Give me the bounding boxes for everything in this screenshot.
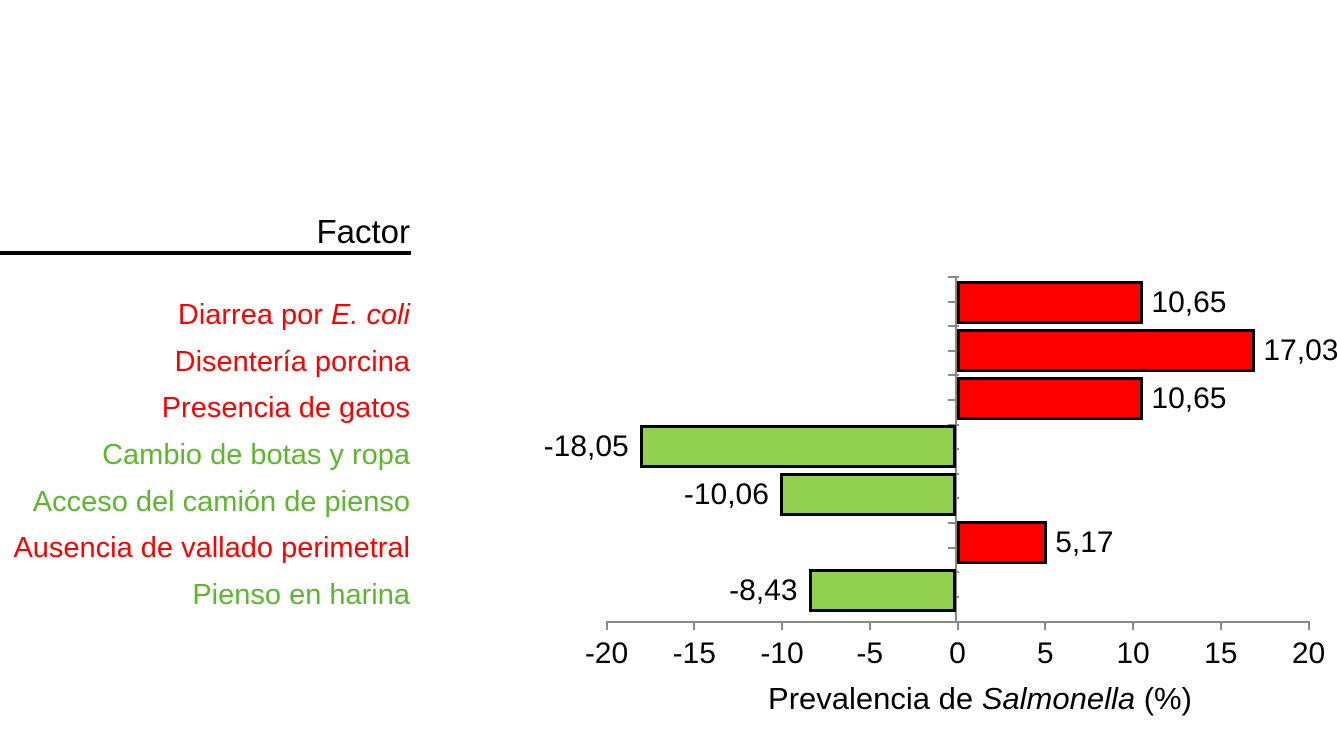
category-axis-tick	[948, 423, 959, 426]
x-axis-tick-label: -20	[584, 637, 629, 670]
bar-value-label: 10,65	[1151, 382, 1227, 415]
category-axis-tick	[948, 522, 959, 525]
category-axis-tick	[948, 399, 959, 402]
text: Diarrea por	[177, 299, 332, 331]
x-axis-tick	[1132, 620, 1134, 630]
bar	[956, 377, 1144, 420]
text: Pienso en harina	[192, 579, 410, 612]
text: Acceso del camión de pienso	[32, 485, 410, 518]
x-axis-tick	[693, 620, 696, 630]
x-axis-tick	[868, 620, 871, 630]
factor-label: Diarrea por E. coli	[0, 298, 410, 332]
factor-label: Acceso del camión de pienso	[0, 485, 410, 519]
x-axis-tick	[1219, 620, 1222, 630]
category-axis-tick	[948, 349, 959, 352]
x-axis-tick-label: -5	[856, 637, 884, 670]
bar	[956, 281, 1144, 324]
category-axis-tick	[948, 374, 959, 377]
text: Presencia de gatos	[161, 392, 410, 425]
italic-text: E. coli	[331, 299, 410, 331]
x-axis-tick	[956, 620, 959, 630]
x-axis-tick-label: -15	[672, 637, 716, 670]
x-axis-tick	[1044, 620, 1047, 630]
x-axis-title: Prevalencia de Salmonella (%)	[606, 681, 1337, 717]
text: Disentería porcina	[174, 345, 410, 378]
bar-value-label: -10,06	[683, 478, 769, 511]
italic-text: Salmonella	[981, 681, 1136, 716]
bar-value-label: 17,03	[1263, 334, 1337, 367]
x-axis-tick	[605, 620, 608, 630]
category-axis-tick	[948, 546, 959, 549]
factor-label: Ausencia de vallado perimetral	[0, 531, 410, 565]
bar	[956, 521, 1048, 564]
x-axis-tick-label: -10	[760, 637, 804, 670]
text: Ausencia de vallado perimetral	[13, 532, 410, 565]
bar-value-label: 5,17	[1055, 526, 1114, 559]
category-axis-tick	[948, 276, 959, 278]
bar	[956, 329, 1256, 372]
bar-value-label: -18,05	[543, 430, 629, 463]
bar	[808, 569, 957, 612]
x-axis-tick	[781, 620, 783, 630]
factor-label: Cambio de botas y ropa	[0, 438, 410, 472]
text: Prevalencia de	[768, 681, 982, 716]
category-axis-tick	[948, 325, 959, 328]
factor-label: Pienso en harina	[0, 578, 410, 612]
factor-label: Presencia de gatos	[0, 391, 410, 425]
category-axis-tick	[948, 300, 959, 303]
x-axis-tick-label: 10	[1116, 637, 1150, 670]
factor-label: Disentería porcina	[0, 345, 410, 379]
x-axis-tick	[1307, 620, 1310, 630]
bar	[639, 425, 957, 468]
x-axis-tick-label: 5	[1036, 637, 1054, 670]
x-axis-tick-label: 20	[1291, 637, 1326, 670]
bar-value-label: -8,43	[729, 574, 798, 607]
factor-header-underline	[0, 251, 411, 255]
bar-value-label: 10,65	[1151, 286, 1227, 319]
factor-column-header: Factor	[316, 213, 410, 250]
text: (%)	[1135, 681, 1192, 716]
x-axis-tick-label: 0	[949, 637, 966, 670]
text: Cambio de botas y ropa	[102, 439, 410, 471]
bar	[779, 473, 957, 516]
x-axis-tick-label: 15	[1204, 637, 1238, 670]
